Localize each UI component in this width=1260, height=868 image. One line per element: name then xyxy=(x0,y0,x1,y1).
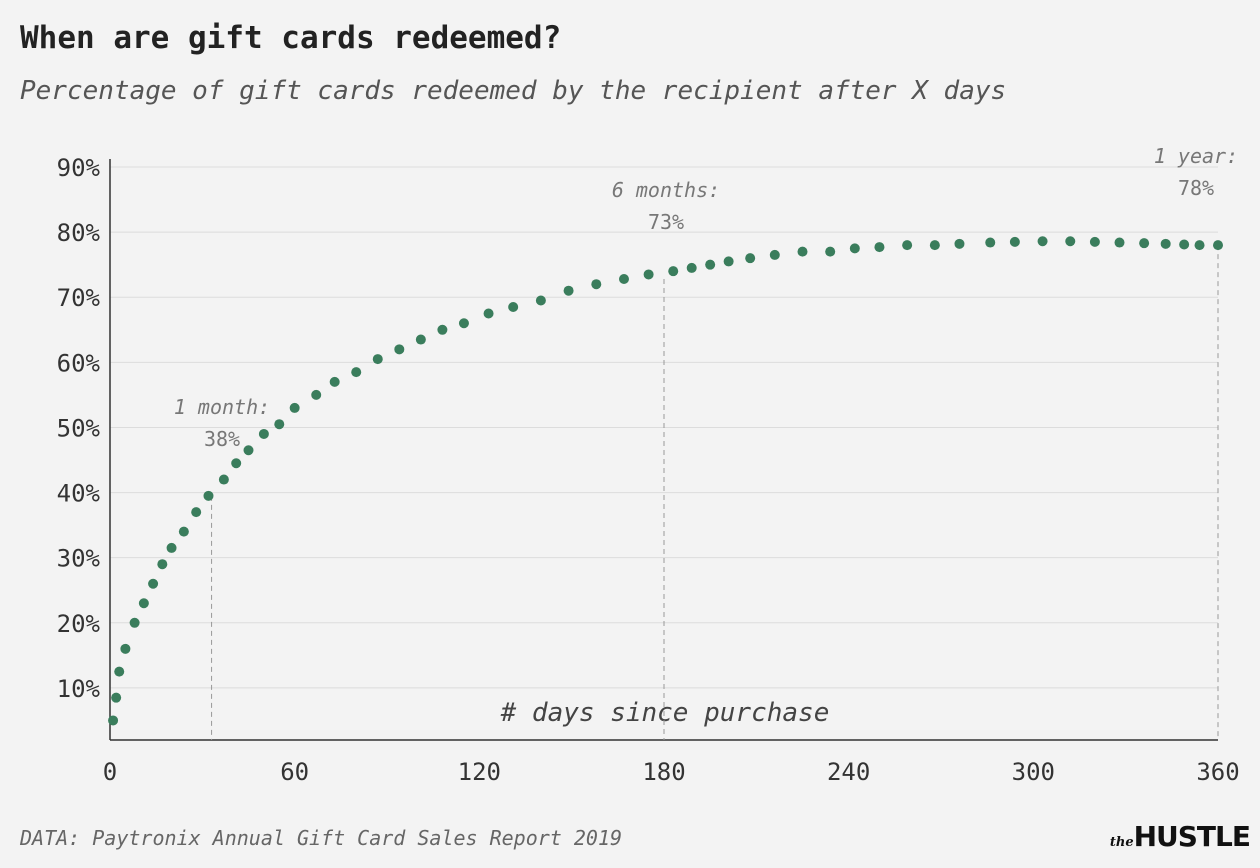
data-point xyxy=(138,598,149,609)
data-point xyxy=(437,324,448,335)
data-point xyxy=(849,243,860,254)
data-point xyxy=(1009,236,1020,247)
data-point xyxy=(1114,237,1125,248)
x-tick-label: 0 xyxy=(103,758,117,786)
data-point xyxy=(394,344,405,355)
data-point xyxy=(618,273,629,284)
y-tick-label: 80% xyxy=(57,219,101,247)
data-point xyxy=(1194,240,1205,251)
annotation-value: 38% xyxy=(204,427,240,451)
data-point xyxy=(797,246,808,257)
data-point xyxy=(114,666,125,677)
data-point xyxy=(1065,236,1076,247)
data-point xyxy=(351,367,362,378)
x-tick-label: 60 xyxy=(280,758,309,786)
data-point xyxy=(985,237,996,248)
x-tick-label: 120 xyxy=(458,758,501,786)
y-tick-label: 50% xyxy=(57,414,101,442)
y-tick-label: 30% xyxy=(57,545,101,573)
data-point xyxy=(1179,239,1190,250)
logo-the: the xyxy=(1109,835,1134,850)
data-point xyxy=(148,578,159,589)
chart-subtitle: Percentage of gift cards redeemed by the… xyxy=(20,76,1007,106)
annotation-value: 73% xyxy=(648,210,684,234)
data-point xyxy=(329,376,340,387)
data-point xyxy=(289,402,300,413)
data-point xyxy=(203,490,214,501)
data-point xyxy=(668,266,679,277)
data-point xyxy=(591,279,602,290)
data-point xyxy=(483,308,494,319)
data-point xyxy=(415,334,426,345)
data-point xyxy=(643,269,654,280)
data-point xyxy=(723,256,734,267)
data-point xyxy=(191,507,202,518)
data-point xyxy=(825,246,836,257)
data-point xyxy=(769,249,780,260)
data-point xyxy=(1139,238,1150,249)
data-point xyxy=(108,715,119,726)
data-point xyxy=(458,318,469,329)
data-source: DATA: Paytronix Annual Gift Card Sales R… xyxy=(20,826,623,850)
y-tick-label: 10% xyxy=(57,675,101,703)
y-tick-label: 60% xyxy=(57,349,101,377)
x-tick-label: 240 xyxy=(827,758,870,786)
data-point xyxy=(954,238,965,249)
data-point xyxy=(1037,236,1048,247)
y-tick-label: 90% xyxy=(57,154,101,182)
data-point xyxy=(508,301,519,312)
y-tick-label: 70% xyxy=(57,284,101,312)
data-point xyxy=(274,419,285,430)
data-point xyxy=(1213,240,1223,251)
data-point xyxy=(745,253,756,264)
data-point xyxy=(929,240,940,251)
data-point xyxy=(166,542,177,553)
annotation-value: 78% xyxy=(1178,176,1214,200)
chart-title: When are gift cards redeemed? xyxy=(20,20,562,56)
x-tick-label: 360 xyxy=(1196,758,1239,786)
data-point xyxy=(258,428,269,439)
data-point xyxy=(178,526,189,537)
data-point xyxy=(874,242,885,253)
data-point xyxy=(218,474,229,485)
logo-hustle: HUSTLE xyxy=(1133,820,1251,853)
y-tick-label: 20% xyxy=(57,610,101,638)
data-point xyxy=(231,458,242,469)
data-point xyxy=(902,240,913,251)
data-point xyxy=(120,643,131,654)
data-point xyxy=(686,262,697,273)
data-point xyxy=(111,692,122,703)
x-tick-label: 300 xyxy=(1012,758,1055,786)
data-point xyxy=(705,259,716,270)
data-point xyxy=(372,354,383,365)
annotation-label: 1 year: xyxy=(1154,144,1238,168)
data-point xyxy=(311,389,322,400)
annotation-label: 1 month: xyxy=(174,395,270,419)
data-point xyxy=(243,445,254,456)
data-point xyxy=(563,285,574,296)
data-point xyxy=(157,559,168,570)
data-point xyxy=(1089,236,1100,247)
data-point xyxy=(129,617,140,628)
data-point xyxy=(535,295,546,306)
annotation-label: 6 months: xyxy=(612,178,720,202)
y-tick-label: 40% xyxy=(57,480,101,508)
data-point xyxy=(1160,238,1171,249)
x-tick-label: 180 xyxy=(642,758,685,786)
hustle-logo: theHUSTLE xyxy=(1109,820,1251,853)
